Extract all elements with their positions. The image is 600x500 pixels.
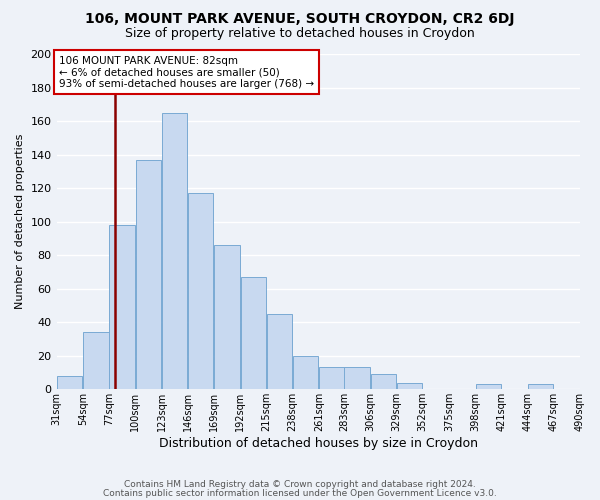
Bar	[241, 277, 266, 390]
Bar	[162, 112, 187, 390]
Text: Contains public sector information licensed under the Open Government Licence v3: Contains public sector information licen…	[103, 488, 497, 498]
Bar	[136, 160, 161, 390]
Bar	[371, 374, 396, 390]
Text: 106, MOUNT PARK AVENUE, SOUTH CROYDON, CR2 6DJ: 106, MOUNT PARK AVENUE, SOUTH CROYDON, C…	[85, 12, 515, 26]
Y-axis label: Number of detached properties: Number of detached properties	[15, 134, 25, 310]
Bar	[293, 356, 319, 390]
Bar	[476, 384, 501, 390]
Bar	[267, 314, 292, 390]
Text: Size of property relative to detached houses in Croydon: Size of property relative to detached ho…	[125, 28, 475, 40]
X-axis label: Distribution of detached houses by size in Croydon: Distribution of detached houses by size …	[159, 437, 478, 450]
Bar	[57, 376, 82, 390]
Bar	[109, 225, 135, 390]
Bar	[188, 193, 214, 390]
Bar	[83, 332, 109, 390]
Bar	[319, 368, 344, 390]
Text: Contains HM Land Registry data © Crown copyright and database right 2024.: Contains HM Land Registry data © Crown c…	[124, 480, 476, 489]
Text: 106 MOUNT PARK AVENUE: 82sqm
← 6% of detached houses are smaller (50)
93% of sem: 106 MOUNT PARK AVENUE: 82sqm ← 6% of det…	[59, 56, 314, 89]
Bar	[344, 368, 370, 390]
Bar	[528, 384, 553, 390]
Bar	[397, 382, 422, 390]
Bar	[214, 245, 239, 390]
